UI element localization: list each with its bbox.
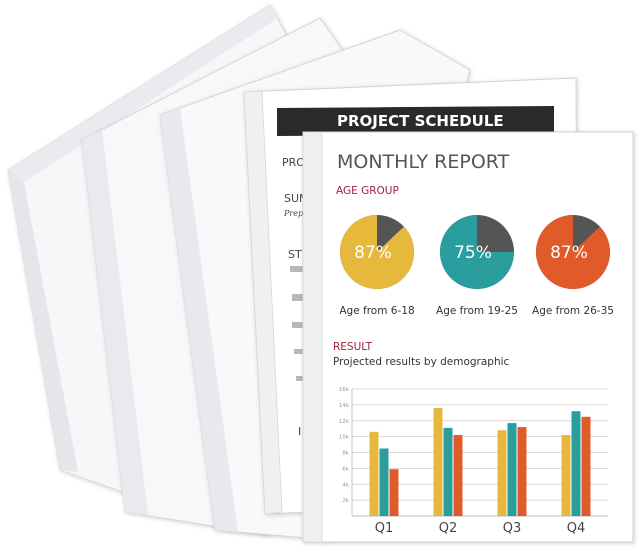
category-label-q4: Q4 <box>567 521 586 536</box>
result-subtitle: Projected results by demographic <box>333 356 510 368</box>
bar-q1-s2 <box>379 448 389 516</box>
category-label-q1: Q1 <box>375 521 394 536</box>
bar-q2-s2 <box>443 427 453 516</box>
bar-chart: 2k 4k 6k 8k 10k 12k 14k 16k Q1 Q2 Q3 Q4 <box>339 387 608 536</box>
y-tick-label: 2k <box>342 498 349 504</box>
pie-3-label: Age from 26-35 <box>532 305 614 317</box>
bar-q2-s1 <box>433 408 443 516</box>
y-tick-label: 10k <box>339 435 350 441</box>
y-tick-label: 6k <box>342 466 349 472</box>
schedule-line-1: PRO <box>282 156 305 169</box>
schedule-steps <box>290 266 306 381</box>
pie-2-label: Age from 19-25 <box>436 305 518 317</box>
y-tick-label: 8k <box>342 451 349 457</box>
pie-2-percent: 75% <box>454 243 492 263</box>
pie-3-percent: 87% <box>550 243 588 263</box>
y-tick-label: 12k <box>339 419 350 425</box>
bar-q1-s3 <box>389 469 399 516</box>
pie-1-main-slice <box>340 215 414 290</box>
schedule-line-3: Prepa <box>283 209 308 218</box>
bar-q4-s1 <box>561 435 571 516</box>
pie-1-label: Age from 6-18 <box>339 305 414 317</box>
schedule-line-2: SUM <box>284 192 309 205</box>
pie-charts: 87% Age from 6-18 75% Age from 19-25 87% Age … <box>339 215 614 317</box>
category-label-q3: Q3 <box>503 521 522 536</box>
pie-3-main-slice <box>536 215 611 289</box>
bar-q3-s2 <box>507 423 517 516</box>
result-heading: RESULT <box>333 341 373 353</box>
schedule-banner <box>277 106 554 136</box>
pie-2-main-slice <box>440 215 514 289</box>
y-tick-label: 4k <box>342 482 349 488</box>
y-tick-label: 16k <box>339 387 350 393</box>
monthly-report-sheet: MONTHLY REPORT AGE GROUP 87% Age from 6-1… <box>302 131 634 543</box>
bar-q4-s3 <box>581 416 591 516</box>
bar-q4-s2 <box>571 411 581 516</box>
bar-q1-s1 <box>369 431 379 516</box>
age-group-heading: AGE GROUP <box>336 185 399 197</box>
bar-q2-s3 <box>453 435 463 516</box>
report-title: MONTHLY REPORT <box>337 151 510 173</box>
pie-1-percent: 87% <box>354 243 392 263</box>
schedule-line-5: I <box>298 425 301 438</box>
category-label-q2: Q2 <box>439 521 458 536</box>
bar-q3-s1 <box>497 430 507 516</box>
bar-q3-s3 <box>517 427 527 516</box>
report-spine <box>302 131 323 543</box>
schedule-title: PROJECT SCHEDULE <box>337 112 504 130</box>
y-tick-label: 14k <box>339 403 350 409</box>
